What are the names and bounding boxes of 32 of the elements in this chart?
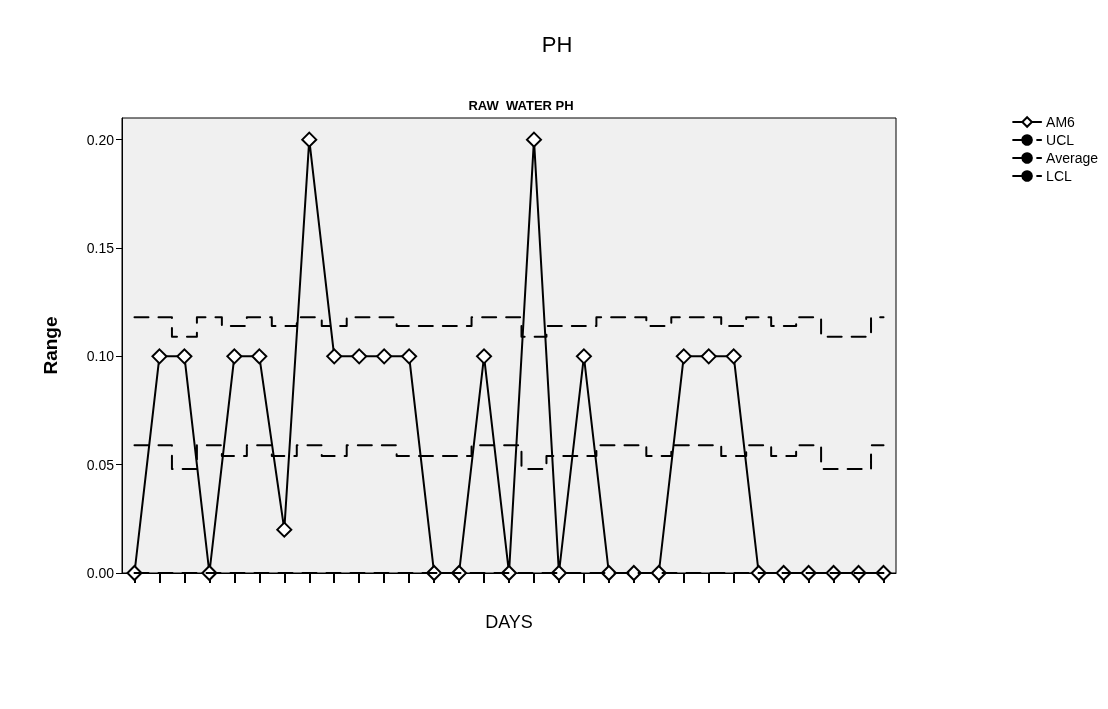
point bbox=[326, 348, 343, 365]
point bbox=[176, 348, 193, 365]
point bbox=[401, 348, 418, 365]
point bbox=[700, 348, 717, 365]
y-tick-label: 0.10 bbox=[86, 348, 115, 365]
chart-subtitle: RAW WATER PH bbox=[468, 98, 574, 113]
point bbox=[625, 565, 642, 581]
y-tick-label: 0.15 bbox=[86, 240, 115, 256]
y-tick-label: 0.20 bbox=[86, 131, 115, 148]
y-axis-title: Range bbox=[40, 316, 61, 375]
point bbox=[575, 348, 592, 365]
point bbox=[151, 348, 168, 365]
legend-label: Average bbox=[1046, 150, 1099, 166]
point bbox=[351, 348, 368, 365]
legend-label: AM6 bbox=[1046, 114, 1076, 130]
point bbox=[376, 348, 393, 365]
legend-label: UCL bbox=[1046, 132, 1075, 148]
point bbox=[600, 565, 617, 581]
y-tick-label: 0.00 bbox=[86, 565, 115, 581]
point bbox=[301, 131, 318, 148]
legend-label: LCL bbox=[1046, 168, 1072, 184]
point bbox=[276, 521, 293, 538]
point bbox=[476, 348, 493, 365]
chart-title: PH bbox=[541, 31, 573, 57]
x-axis-title: DAYS bbox=[485, 612, 533, 632]
point bbox=[251, 348, 268, 365]
point bbox=[650, 565, 667, 581]
point bbox=[525, 131, 542, 148]
point bbox=[725, 348, 742, 365]
point bbox=[226, 348, 243, 365]
point bbox=[675, 348, 692, 365]
y-tick-label: 0.05 bbox=[86, 456, 115, 473]
